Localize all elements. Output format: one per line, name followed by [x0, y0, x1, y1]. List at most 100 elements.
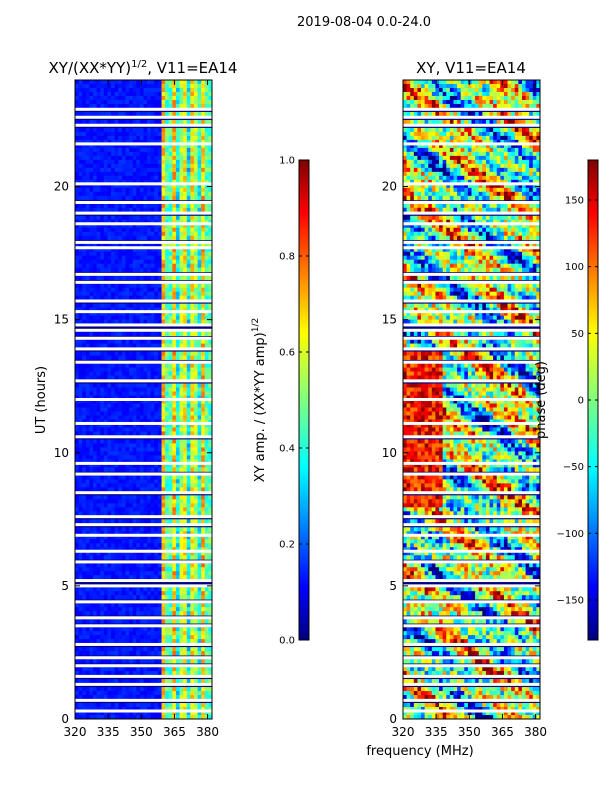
heatmap-cell [103, 419, 108, 424]
heatmap-cell [197, 627, 202, 632]
heatmap-cell [132, 247, 137, 253]
heatmap-cell [193, 111, 198, 117]
heatmap-cell [85, 127, 90, 133]
heatmap-cell [179, 283, 184, 289]
heatmap-cell [147, 703, 152, 708]
heatmap-cell [103, 331, 108, 336]
heatmap-cell [111, 519, 116, 524]
heatmap-cell [114, 131, 119, 137]
heatmap-cell [103, 215, 108, 221]
heatmap-cell [100, 595, 105, 600]
heatmap-cell [111, 459, 116, 464]
heatmap-cell [193, 459, 198, 464]
heatmap-cell [172, 91, 177, 97]
heatmap-cell [201, 119, 206, 125]
heatmap-cell [179, 183, 184, 189]
heatmap-cell [139, 303, 144, 309]
heatmap-cell [136, 575, 141, 580]
heatmap-cell [183, 695, 188, 700]
heatmap-cell [172, 511, 177, 516]
heatmap-cell [208, 475, 213, 480]
heatmap-cell [168, 651, 173, 656]
heatmap-cell [175, 155, 180, 161]
heatmap-cell [96, 219, 101, 225]
heatmap-cell [132, 259, 137, 265]
heatmap-cell [204, 627, 209, 632]
heatmap-cell [121, 151, 126, 157]
heatmap-cell [179, 331, 184, 336]
heatmap-cell [197, 451, 202, 456]
heatmap-cell [136, 571, 141, 576]
heatmap-cell [132, 547, 137, 552]
heatmap-cell [118, 307, 123, 313]
heatmap-cell [125, 207, 130, 213]
heatmap-cell [107, 567, 112, 572]
heatmap-cell [111, 543, 116, 548]
heatmap-cell [143, 691, 148, 696]
heatmap-cell [161, 431, 166, 436]
heatmap-cell [78, 611, 83, 616]
colorbar-tick-label: 0.0 [279, 636, 295, 647]
heatmap-cell [75, 83, 80, 89]
heatmap-cell [136, 667, 141, 672]
heatmap-cell [161, 419, 166, 424]
heatmap-cell [78, 95, 83, 101]
heatmap-cell [172, 403, 177, 408]
heatmap-cell [175, 87, 180, 93]
heatmap-cell [93, 367, 98, 372]
heatmap-cell [150, 367, 155, 372]
heatmap-cell [154, 163, 159, 169]
heatmap-cell [193, 495, 198, 500]
heatmap-cell [172, 283, 177, 289]
heatmap-cell [172, 227, 177, 233]
heatmap-cell [157, 247, 162, 253]
heatmap-cell [179, 415, 184, 420]
heatmap-cell [89, 451, 94, 456]
heatmap-cell [165, 319, 170, 325]
heatmap-cell [75, 247, 80, 253]
heatmap-cell [96, 511, 101, 516]
heatmap-cell [114, 247, 119, 253]
heatmap-cell [103, 459, 108, 464]
heatmap-cell [125, 215, 130, 221]
heatmap-cell [183, 87, 188, 93]
heatmap-cell [161, 183, 166, 189]
heatmap-cell [75, 319, 80, 325]
heatmap-cell [172, 479, 177, 484]
heatmap-cell [96, 91, 101, 97]
heatmap-cell [111, 395, 116, 400]
heatmap-cell [107, 627, 112, 632]
heatmap-cell [136, 147, 141, 153]
heatmap-cell [143, 567, 148, 572]
heatmap-cell [186, 691, 191, 696]
heatmap-cell [190, 171, 195, 177]
heatmap-cell [154, 587, 159, 592]
heatmap-cell [150, 399, 155, 404]
heatmap-cell [172, 343, 177, 348]
heatmap-cell [193, 563, 198, 568]
heatmap-cell [132, 651, 137, 656]
heatmap-cell [93, 447, 98, 452]
heatmap-cell [78, 139, 83, 145]
heatmap-cell [132, 187, 137, 193]
heatmap-cell [93, 443, 98, 448]
heatmap-cell [201, 191, 206, 197]
heatmap-cell [100, 111, 105, 117]
heatmap-cell [172, 439, 177, 444]
heatmap-cell [82, 679, 87, 684]
heatmap-cell [168, 423, 173, 428]
heatmap-cell [111, 607, 116, 612]
heatmap-cell [100, 415, 105, 420]
heatmap-cell [208, 135, 213, 141]
heatmap-cell [96, 135, 101, 141]
flagged-row [75, 182, 212, 186]
heatmap-cell [129, 431, 134, 436]
heatmap-cell [118, 287, 123, 293]
heatmap-cell [139, 451, 144, 456]
heatmap-cell [208, 563, 213, 568]
heatmap-cell [201, 619, 206, 624]
heatmap-cell [103, 455, 108, 460]
heatmap-cell [165, 407, 170, 412]
heatmap-cell [118, 427, 123, 432]
heatmap-cell [168, 287, 173, 293]
